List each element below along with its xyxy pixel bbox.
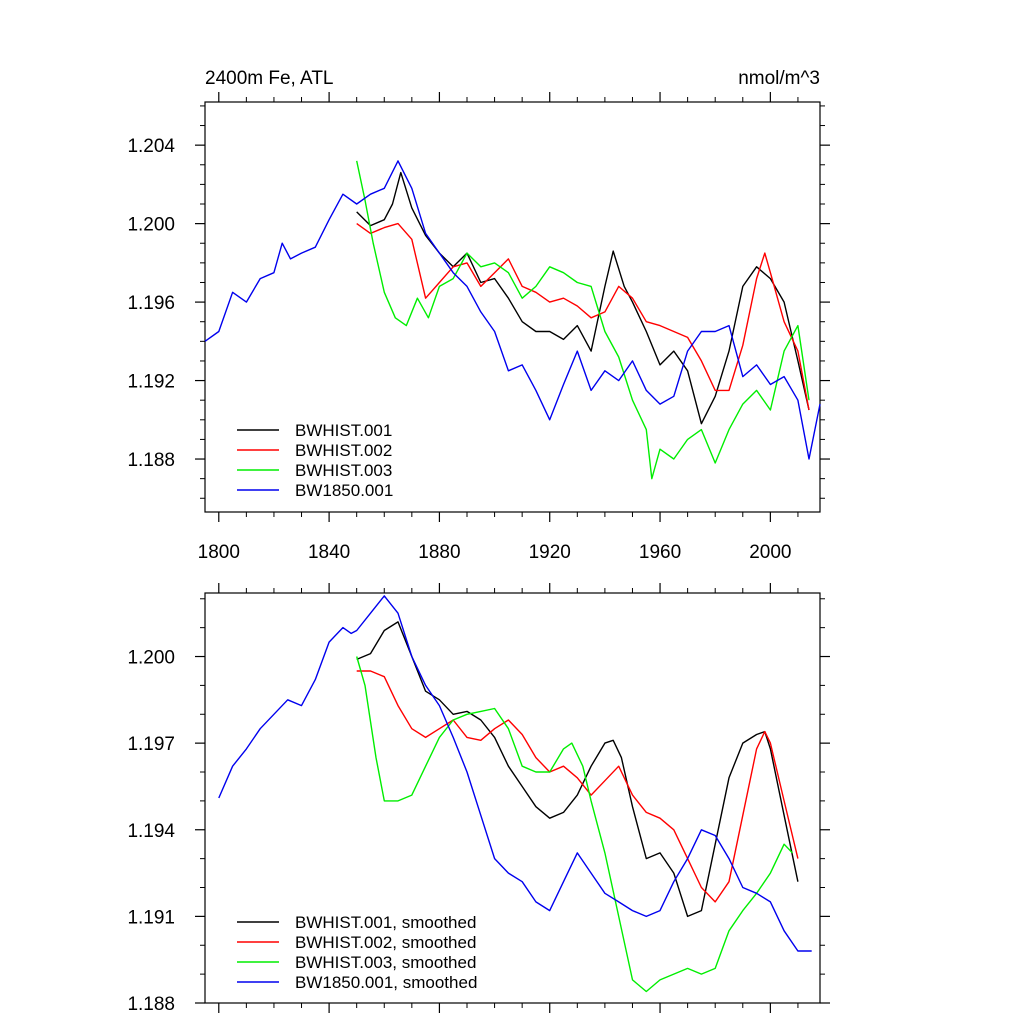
top-plot-frame (204, 101, 821, 513)
top-x-tick-label-3: 1920 (529, 542, 571, 563)
top-y-tick-label-3: 1.200 (127, 215, 175, 236)
bottom-y-tick-label-4: 1.200 (127, 648, 175, 669)
top-x-tick-label-1: 1840 (308, 542, 350, 563)
bottom-legend-label-0: BWHIST.001, smoothed (295, 913, 476, 932)
bottom-y-tick-label-3: 1.197 (127, 734, 175, 755)
bottom-plot-frame (204, 592, 821, 1004)
top-series-line-3 (204, 160, 821, 460)
top-y-tick-label-4: 1.204 (127, 136, 175, 157)
top-axis-ticks: 1800 1840 1880 1920 1960 2000 1.188 1.192 1.196 1… (127, 92, 830, 563)
top-series-line-0 (356, 171, 810, 425)
bottom-series-line-1 (356, 670, 799, 903)
top-y-tick-label-0: 1.188 (127, 450, 175, 471)
top-series-lines (204, 160, 821, 480)
bottom-panel: 1.188 1.191 1.194 1.197 1.200 BWHIST.001, sm… (127, 583, 830, 1015)
top-x-tick-label-0: 1800 (198, 542, 240, 563)
bottom-legend-label-1: BWHIST.002, smoothed (295, 933, 476, 952)
top-legend-label-3: BW1850.001 (295, 481, 393, 500)
bottom-y-tick-label-1: 1.191 (127, 907, 175, 928)
units-label: nmol/m^3 (738, 68, 820, 89)
top-series-line-1 (356, 222, 810, 411)
top-series-line-2 (356, 160, 810, 480)
bottom-y-tick-label-2: 1.194 (127, 821, 175, 842)
bottom-axis-ticks: 1.188 1.191 1.194 1.197 1.200 (127, 583, 830, 1015)
top-x-tick-label-5: 2000 (749, 542, 791, 563)
bottom-y-tick-label-0: 1.188 (127, 994, 175, 1015)
top-legend-label-2: BWHIST.003 (295, 461, 392, 480)
top-legend-label-1: BWHIST.002 (295, 441, 392, 460)
bottom-legend-label-2: BWHIST.003, smoothed (295, 953, 476, 972)
chart-title: 2400m Fe, ATL (205, 68, 334, 89)
top-x-tick-label-2: 1880 (418, 542, 460, 563)
bottom-legend-label-3: BW1850.001, smoothed (295, 973, 477, 992)
bottom-series-lines (218, 595, 812, 993)
top-y-tick-label-1: 1.192 (127, 372, 175, 393)
bottom-series-line-2 (356, 656, 793, 993)
top-panel: 2400m Fe, ATL nmol/m^3 1800 1840 1880 1920 1… (127, 68, 830, 563)
top-legend-label-0: BWHIST.001 (295, 421, 392, 440)
bottom-series-line-0 (356, 621, 799, 918)
top-y-tick-label-2: 1.196 (127, 293, 175, 314)
top-x-tick-label-4: 1960 (639, 542, 681, 563)
bottom-series-line-3 (218, 595, 812, 952)
